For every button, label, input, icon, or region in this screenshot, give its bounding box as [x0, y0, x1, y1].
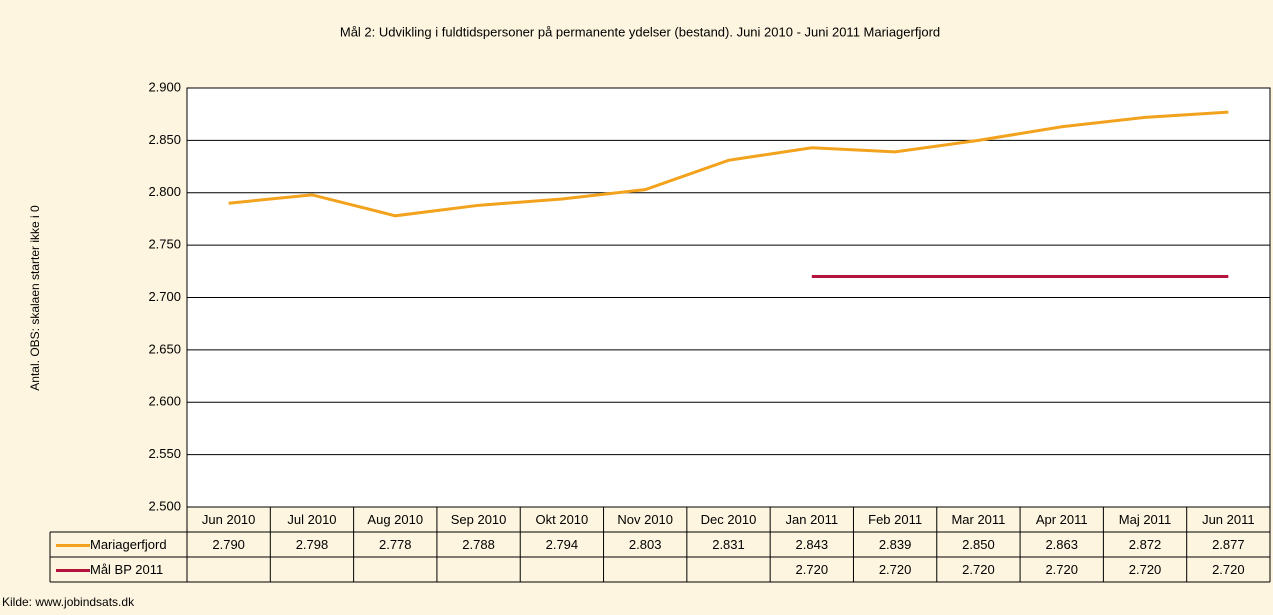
series-line [228, 110, 1229, 218]
chart-title: Mål 2: Udvikling i fuldtidspersoner på p… [340, 24, 940, 39]
y-tick-label: 2.800 [148, 184, 181, 199]
table-value: 2.794 [546, 537, 579, 552]
x-tick-label: Dec 2010 [701, 512, 757, 527]
x-tick-label: Jun 2010 [202, 512, 256, 527]
x-tick-label: Nov 2010 [617, 512, 673, 527]
y-tick-label: 2.550 [148, 446, 181, 461]
table-value: 2.720 [1212, 562, 1245, 577]
source: Kilde: www.jobindsats.dk [2, 595, 135, 609]
table-value: 2.863 [1045, 537, 1078, 552]
y-axis-label: Antal. OBS: skalaen starter ikke i 0 [28, 205, 42, 391]
table-value: 2.803 [629, 537, 662, 552]
legend-label: Mål BP 2011 [90, 562, 163, 577]
x-tick-label: Jul 2010 [287, 512, 336, 527]
x-tick-label: Okt 2010 [536, 512, 589, 527]
y-tick-label: 2.650 [148, 341, 181, 356]
y-tick-label: 2.700 [148, 289, 181, 304]
y-tick-label: 2.600 [148, 394, 181, 409]
table-value: 2.843 [796, 537, 829, 552]
x-tick-label: Feb 2011 [868, 512, 922, 527]
x-tick-label: Sep 2010 [451, 512, 507, 527]
table-value: 2.877 [1212, 537, 1245, 552]
x-tick-label: Aug 2010 [367, 512, 423, 527]
y-tick-label: 2.900 [148, 79, 181, 94]
x-tick-label: Jan 2011 [786, 512, 839, 527]
x-tick-label: Mar 2011 [951, 512, 1005, 527]
y-tick-label: 2.500 [148, 498, 181, 513]
x-tick-label: Maj 2011 [1119, 512, 1172, 527]
table-value: 2.778 [379, 537, 412, 552]
table-value: 2.839 [879, 537, 912, 552]
table-value: 2.850 [962, 537, 995, 552]
x-tick-label: Jun 2011 [1202, 512, 1255, 527]
table-value: 2.798 [296, 537, 329, 552]
table-value: 2.720 [796, 562, 829, 577]
x-tick-label: Apr 2011 [1036, 512, 1088, 527]
table-value: 2.720 [1045, 562, 1078, 577]
y-tick-label: 2.750 [148, 237, 181, 252]
table-value: 2.831 [712, 537, 745, 552]
table-value: 2.788 [462, 537, 495, 552]
table-value: 2.872 [1129, 537, 1162, 552]
table-value: 2.790 [212, 537, 245, 552]
legend-label: Mariagerfjord [90, 537, 167, 552]
table-value: 2.720 [1129, 562, 1162, 577]
table-value: 2.720 [879, 562, 912, 577]
table-value: 2.720 [962, 562, 995, 577]
y-tick-label: 2.850 [148, 132, 181, 147]
